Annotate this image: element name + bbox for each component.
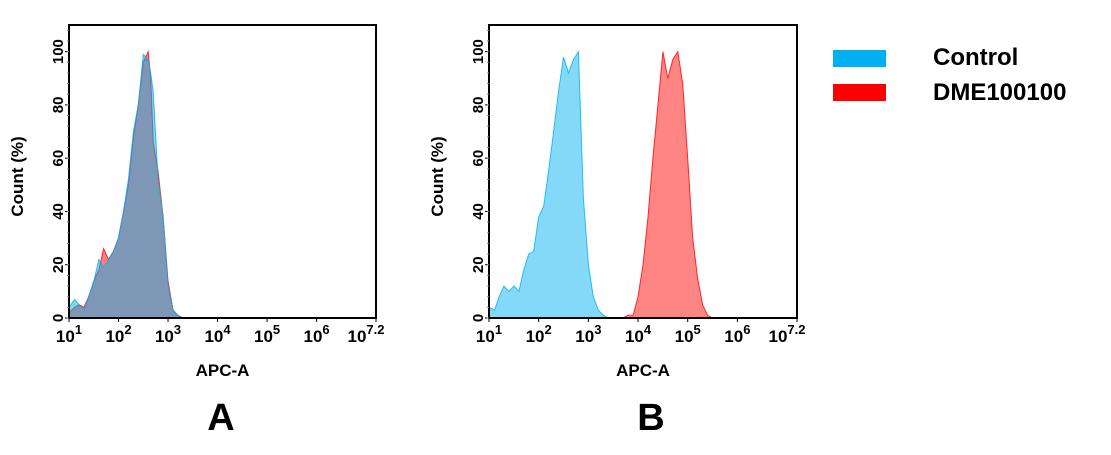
plot-frame xyxy=(68,24,377,319)
x-tick-label: 101 xyxy=(56,322,82,346)
y-tick-label: 0 xyxy=(470,314,487,322)
series-dme100100-area xyxy=(622,50,718,319)
panel-b-histogram: 0 20 40 60 80 100 101 102 103 104 105 106 107.2 Count… xyxy=(428,24,806,439)
x-tick-label: 106 xyxy=(304,322,330,346)
x-tick-label: 103 xyxy=(575,322,601,346)
y-tick-label: 60 xyxy=(470,150,487,167)
panel-a-histogram: 0 20 40 60 80 100 101 102 103 104 105 106 107.2 Count… xyxy=(8,24,385,439)
x-tick-label: 102 xyxy=(526,322,552,346)
x-tick-label: 105 xyxy=(254,322,280,346)
x-tick-label: 103 xyxy=(155,322,181,346)
x-tick-label: 106 xyxy=(724,322,750,346)
y-tick-label: 0 xyxy=(50,314,67,322)
panel-label: B xyxy=(637,397,664,439)
x-axis-label: APC-A xyxy=(196,361,250,380)
y-tick-label: 80 xyxy=(470,97,487,114)
x-tick-label: 107.2 xyxy=(348,322,385,346)
y-axis-label: Count (%) xyxy=(8,136,27,216)
y-axis-label: Count (%) xyxy=(428,136,447,216)
legend-label-control: Control xyxy=(933,44,1018,71)
y-tick-label: 20 xyxy=(50,256,67,273)
y-tick-label: 40 xyxy=(50,203,67,220)
y-tick-label: 40 xyxy=(470,203,487,220)
y-tick-label: 100 xyxy=(50,39,67,64)
plot-frame xyxy=(488,24,798,319)
legend-swatch-dme100100 xyxy=(833,84,886,101)
legend-label-dme100100: DME100100 xyxy=(933,79,1066,106)
x-axis-label: APC-A xyxy=(616,361,670,380)
series-control-area xyxy=(68,53,184,319)
legend-swatch-control xyxy=(833,50,886,67)
y-tick-label: 20 xyxy=(470,256,487,273)
panel-label: A xyxy=(207,397,234,439)
x-tick-label: 105 xyxy=(675,322,701,346)
x-tick-label: 102 xyxy=(105,322,131,346)
x-tick-label: 104 xyxy=(625,322,652,346)
y-tick-label: 60 xyxy=(50,150,67,167)
x-tick-label: 101 xyxy=(476,322,502,346)
legend: Control DME100100 xyxy=(833,44,1066,106)
x-tick-label: 107.2 xyxy=(769,322,806,346)
y-tick-label: 80 xyxy=(50,97,67,114)
series-control-area xyxy=(488,49,609,319)
y-tick-label: 100 xyxy=(470,39,487,64)
x-tick-label: 104 xyxy=(204,322,231,346)
